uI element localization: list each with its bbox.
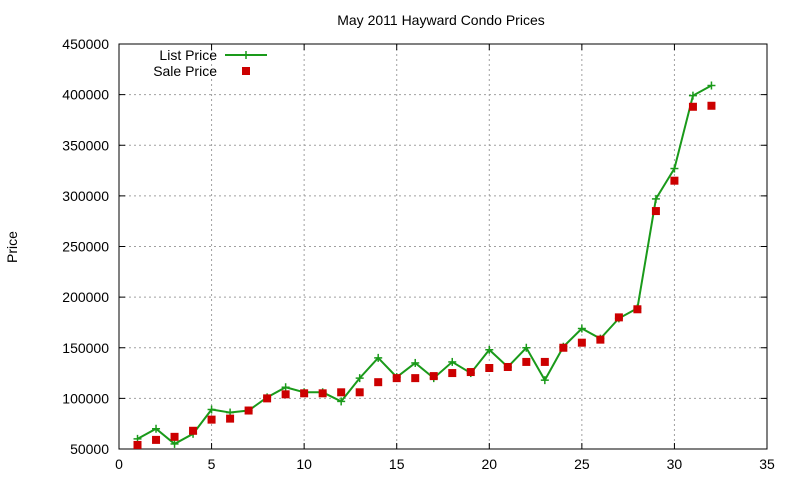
x-tick-label: 0 — [115, 456, 123, 472]
x-tick-label: 10 — [296, 456, 312, 472]
list-price-point — [281, 383, 290, 392]
list-price-point — [152, 424, 161, 433]
axes: 0 5 10 15 20 25 30 35 50000 100000 150000 200000 250… — [62, 36, 775, 472]
chart-title: May 2011 Hayward Condo Prices — [337, 12, 545, 28]
sale-price-point — [263, 394, 272, 403]
y-axis-label: Price — [4, 231, 20, 263]
list-price-line — [137, 84, 712, 446]
list-price-point — [688, 91, 697, 100]
sale-price-point — [374, 378, 383, 387]
x-tick-label: 25 — [574, 456, 590, 472]
sale-price-point — [337, 388, 346, 397]
sale-price-point — [596, 335, 605, 344]
y-tick-label: 400000 — [62, 87, 109, 103]
x-tick-label: 20 — [481, 456, 497, 472]
sale-price-point — [559, 343, 568, 352]
y-tick-label: 300000 — [62, 188, 109, 204]
sale-price-point — [355, 388, 364, 397]
sale-price-point — [392, 374, 401, 383]
sale-price-point — [633, 305, 642, 314]
sale-price-point — [707, 101, 716, 110]
sale-price-point — [152, 435, 161, 444]
data-series — [133, 81, 716, 449]
y-tick-label: 350000 — [62, 137, 109, 153]
grid-lines — [119, 44, 767, 449]
list-price-point — [337, 397, 346, 406]
legend-label-list-price: List Price — [159, 47, 217, 63]
sale-price-point — [670, 176, 679, 185]
sale-price-point — [189, 426, 198, 435]
legend-label-sale-price: Sale Price — [153, 63, 217, 79]
list-price-point — [485, 345, 494, 354]
x-tick-label: 30 — [667, 456, 683, 472]
sale-price-point — [411, 374, 420, 383]
sale-price-point — [226, 414, 235, 423]
sale-price-point — [448, 369, 457, 378]
sale-price-point — [577, 338, 586, 347]
y-tick-label: 250000 — [62, 239, 109, 255]
sale-price-point — [170, 432, 179, 441]
sale-price-point — [207, 415, 216, 424]
y-tick-label: 100000 — [62, 390, 109, 406]
x-tick-label: 5 — [208, 456, 216, 472]
x-tick-label: 35 — [759, 456, 775, 472]
list-price-point — [374, 353, 383, 362]
sale-price-point — [522, 357, 531, 366]
y-tick-label: 200000 — [62, 289, 109, 305]
list-price-point — [170, 439, 179, 448]
x-tick-label: 15 — [389, 456, 405, 472]
sale-price-point — [540, 357, 549, 366]
list-price-point — [651, 194, 660, 203]
sale-price-point — [466, 368, 475, 377]
sale-price-point — [614, 313, 623, 322]
legend-marker-list-price — [242, 51, 250, 59]
sale-price-point — [651, 207, 660, 216]
sale-price-point — [244, 406, 253, 415]
sale-price-point — [429, 372, 438, 381]
list-price-point — [707, 81, 716, 90]
sale-price-point — [281, 390, 290, 399]
y-tick-label: 450000 — [62, 36, 109, 52]
sale-price-point — [133, 440, 142, 449]
list-price-point — [540, 376, 549, 385]
sale-price-point — [688, 102, 697, 111]
sale-price-point — [318, 389, 327, 398]
list-price-point — [207, 405, 216, 414]
list-price-point — [522, 343, 531, 352]
sale-price-point — [485, 364, 494, 372]
list-price-point — [411, 358, 420, 367]
sale-price-point — [503, 362, 512, 371]
y-tick-label: 150000 — [62, 340, 109, 356]
list-price-point — [577, 324, 586, 333]
legend-marker-sale-price — [242, 67, 250, 75]
y-tick-label: 50000 — [70, 441, 109, 457]
list-price-point — [355, 374, 364, 383]
list-price-point — [670, 164, 679, 173]
list-price-point — [448, 357, 457, 366]
sale-price-point — [300, 389, 309, 398]
